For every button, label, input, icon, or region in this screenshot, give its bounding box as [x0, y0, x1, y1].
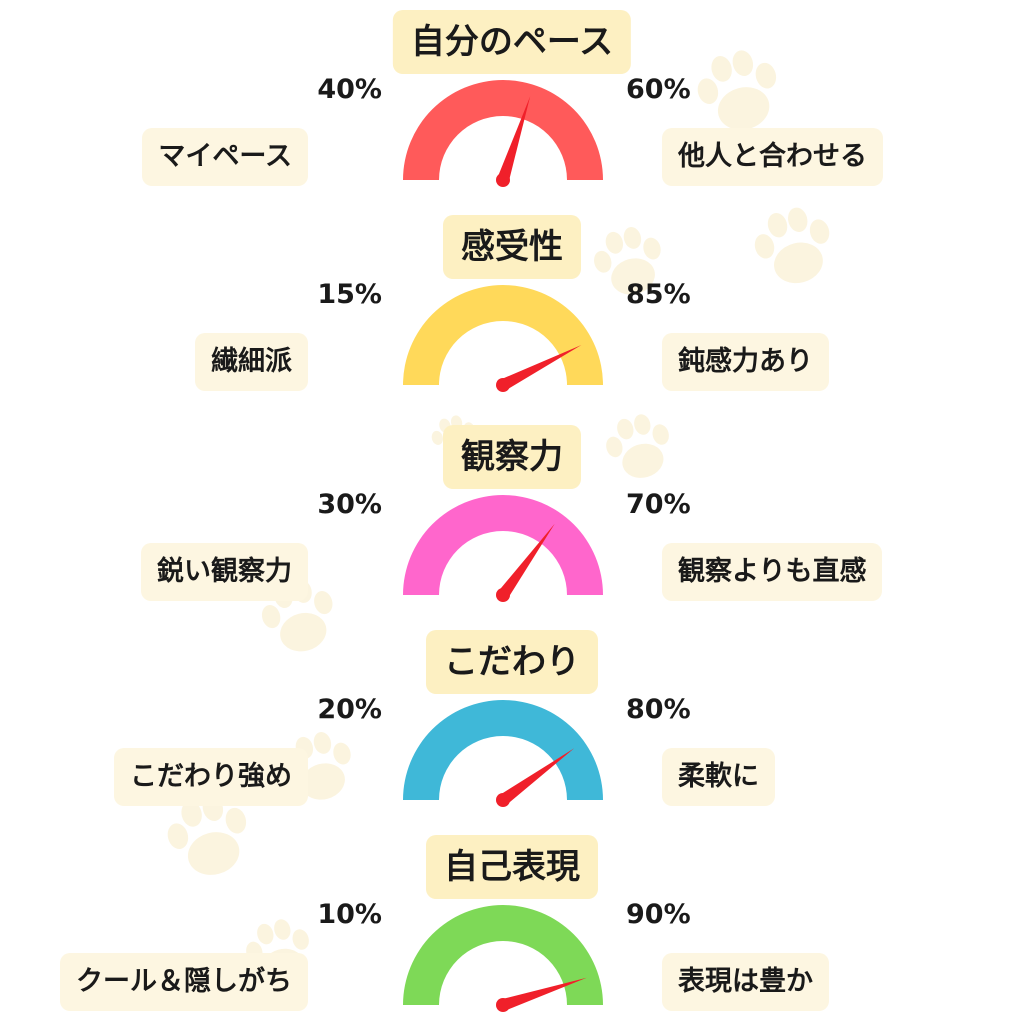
gauge-needle	[497, 977, 587, 1011]
gauge-arc	[403, 905, 603, 1005]
gauge-needle	[497, 96, 531, 187]
gauge-row: 自己表現 10% 90% クール＆隠しがち 表現は豊か	[0, 825, 1024, 1030]
right-trait-label: 鈍感力あり	[662, 333, 829, 391]
gauge-dial	[403, 80, 603, 187]
right-trait-label: 柔軟に	[662, 748, 775, 806]
gauge-dial	[403, 905, 603, 1012]
gauge-dial	[403, 495, 603, 602]
left-percent-label: 20%	[317, 694, 382, 725]
gauge-row: こだわり 20% 80% こだわり強め 柔軟に	[0, 620, 1024, 825]
gauge-title: 感受性	[443, 215, 581, 279]
right-trait-label: 表現は豊か	[662, 953, 829, 1011]
gauge-arc	[403, 495, 603, 595]
gauge-needle	[497, 523, 555, 601]
left-trait-label: クール＆隠しがち	[60, 953, 308, 1011]
right-percent-label: 70%	[626, 489, 691, 520]
gauge-needle-hub	[496, 998, 510, 1012]
gauge-row: 自分のペース 40% 60% マイペース 他人と合わせる	[0, 0, 1024, 205]
right-percent-label: 80%	[626, 694, 691, 725]
paw-print-icon	[754, 207, 830, 284]
gauge-title: 自分のペース	[392, 10, 632, 74]
gauge-arc	[403, 700, 603, 800]
gauge-arc	[403, 285, 603, 385]
left-percent-label: 10%	[317, 899, 382, 930]
right-trait-label: 他人と合わせる	[662, 128, 883, 186]
gauge-row: 観察力 30% 70% 鋭い観察力 観察よりも直感	[0, 415, 1024, 620]
left-trait-label: こだわり強め	[114, 748, 308, 806]
gauge-dial	[403, 700, 603, 807]
gauge-needle	[497, 748, 575, 806]
left-trait-label: 繊細派	[195, 333, 308, 391]
left-percent-label: 15%	[317, 279, 382, 310]
gauge-row: 感受性 15% 85% 繊細派 鈍感力あり	[0, 205, 1024, 410]
gauge-needle-hub	[496, 378, 510, 392]
left-percent-label: 30%	[317, 489, 382, 520]
gauge-title: 観察力	[443, 425, 581, 489]
paw-print-icon	[697, 50, 777, 130]
right-trait-label: 観察よりも直感	[662, 543, 883, 601]
right-percent-label: 85%	[626, 279, 691, 310]
left-trait-label: マイペース	[142, 128, 308, 186]
right-percent-label: 90%	[626, 899, 691, 930]
gauge-needle-hub	[496, 793, 510, 807]
paw-print-icon	[594, 227, 661, 295]
left-trait-label: 鋭い観察力	[141, 543, 308, 601]
gauge-arc	[403, 80, 603, 180]
gauge-needle	[497, 345, 582, 391]
paw-print-icon	[606, 414, 669, 478]
gauge-needle-hub	[496, 588, 510, 602]
left-percent-label: 40%	[317, 74, 382, 105]
gauge-title: 自己表現	[426, 835, 598, 899]
gauge-dial	[403, 285, 603, 392]
right-percent-label: 60%	[626, 74, 691, 105]
gauge-title: こだわり	[426, 630, 598, 694]
gauge-needle-hub	[496, 173, 510, 187]
